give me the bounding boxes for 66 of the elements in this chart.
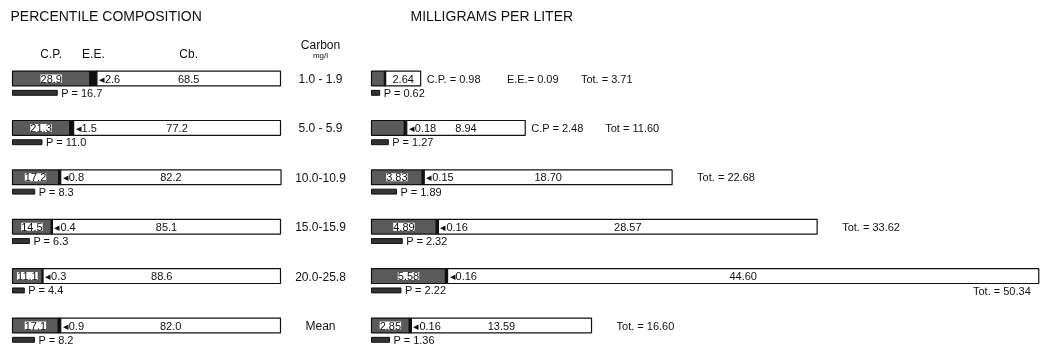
data-label: 14.5: [21, 220, 43, 233]
data-label: ◂0.16: [413, 319, 441, 332]
y-axis-title: Carbon mg/l: [300, 37, 341, 61]
data-label: ◂0.16: [440, 220, 468, 233]
y-tick-label: 15.0-15.9: [295, 220, 347, 235]
data-label: P = 1.27: [392, 136, 434, 149]
data-label: 4.89: [393, 220, 415, 233]
data-label: ◂0.16: [449, 270, 478, 283]
data-label: 82.2: [160, 171, 182, 184]
data-label: 13.59: [487, 319, 516, 332]
data-label: 2.64: [392, 72, 414, 85]
annotation: E.E.= 0.09: [506, 72, 559, 85]
data-label: ◂0.9: [62, 319, 85, 332]
data-label: 68.5: [178, 72, 200, 85]
series-label: Cb.: [179, 46, 199, 61]
data-label: 2.85: [379, 319, 402, 332]
data-label: ◂0.3: [45, 270, 67, 283]
data-label: 85.1: [155, 220, 178, 233]
y-tick-label: 20.0-25.8: [295, 269, 347, 284]
y-tick-label: 5.0 - 5.9: [298, 120, 343, 135]
data-label: P = 8.3: [38, 185, 74, 198]
annotation: Tot = 11.60: [605, 121, 660, 134]
data-label: 8.94: [455, 121, 477, 134]
data-label: 28.9: [40, 72, 62, 85]
data-label: 17.1: [24, 319, 47, 332]
annotation: C.P. = 0.98: [426, 72, 481, 85]
y-tick-label: 1.0 - 1.9: [298, 71, 343, 86]
data-label: ◂0.4: [54, 220, 76, 233]
series-label: C.P.: [40, 46, 63, 61]
data-label: 21.3: [30, 121, 52, 134]
total-label: Tot. = 50.34: [972, 284, 1031, 297]
total-label: Tot. = 22.68: [697, 171, 755, 184]
data-label: 77.2: [166, 121, 188, 134]
data-label: P = 2.32: [406, 235, 448, 248]
data-label: 28.57: [614, 220, 642, 233]
chart-title: MILLIGRAMS PER LITER: [410, 7, 574, 24]
data-label: P = 1.36: [393, 333, 435, 346]
data-label: P = 6.3: [33, 235, 69, 248]
data-label: 18.70: [534, 171, 562, 184]
data-label: P = 16.7: [61, 86, 103, 99]
data-label: P = 11.0: [45, 136, 87, 149]
data-label: ◂0.15: [426, 171, 454, 184]
data-label: P = 4.4: [28, 284, 64, 297]
data-label: 3.83: [386, 171, 408, 184]
data-label: 88.6: [151, 270, 173, 283]
annotation: C.P = 2.48: [531, 121, 584, 134]
data-label: ◂0.8: [62, 171, 85, 184]
data-label: ◂1.5: [75, 121, 97, 134]
total-label: Tot. = 16.60: [616, 319, 675, 332]
data-label: P = 8.2: [38, 333, 74, 346]
data-label: P = 2.22: [404, 284, 447, 297]
y-tick-label: Mean: [305, 318, 336, 333]
data-label: 11.1: [17, 270, 38, 283]
data-label: ◂2.6: [98, 72, 121, 85]
chart-title: PERCENTILE COMPOSITION: [10, 7, 202, 24]
data-label: 17.2: [24, 171, 47, 184]
series-label: E.E.: [82, 46, 105, 61]
data-label: ◂0.18: [408, 121, 437, 134]
data-label: 5.58: [397, 270, 420, 283]
data-label: P = 0.62: [383, 86, 425, 99]
data-label: 44.60: [729, 270, 757, 283]
data-label: P = 1.89: [400, 185, 442, 198]
total-label: Tot. = 33.62: [842, 220, 900, 233]
data-label: 82.0: [159, 319, 182, 332]
annotation: Tot. = 3.71: [580, 72, 633, 85]
y-tick-label: 10.0-10.9: [295, 170, 347, 185]
